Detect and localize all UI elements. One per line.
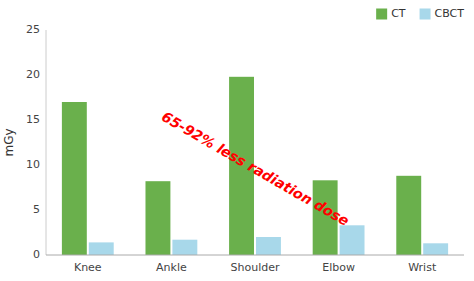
- legend-label: CT: [391, 7, 406, 20]
- y-tick-label: 25: [26, 23, 40, 36]
- y-tick-label: 20: [26, 68, 40, 81]
- bar: [62, 102, 87, 255]
- bar: [396, 176, 421, 255]
- x-tick-label: Knee: [74, 261, 102, 274]
- x-tick-label: Wrist: [408, 261, 437, 274]
- bar: [89, 242, 114, 255]
- bar: [172, 240, 197, 255]
- annotation: 65-92% less radiation dose: [159, 108, 352, 229]
- y-axis-label: mGy: [2, 128, 16, 156]
- legend-label: CBCT: [435, 7, 465, 20]
- x-tick-label: Ankle: [156, 261, 187, 274]
- bar: [340, 225, 365, 255]
- x-tick-label: Elbow: [322, 261, 355, 274]
- y-tick-label: 10: [26, 158, 40, 171]
- legend: CT CBCT: [376, 7, 464, 20]
- legend-swatch: [420, 9, 431, 20]
- bar: [145, 181, 170, 255]
- y-axis-line: [46, 30, 47, 255]
- bar: [423, 243, 448, 255]
- chart: 0 5 10 15 20 25 mGy Knee Ankle Shoulder Elbow Wrist…: [0, 0, 474, 281]
- legend-swatch: [376, 9, 387, 20]
- y-tick-label: 0: [33, 248, 40, 261]
- x-axis-line: [46, 255, 464, 256]
- y-tick-label: 5: [33, 203, 40, 216]
- y-tick-label: 15: [26, 113, 40, 126]
- x-tick-label: Shoulder: [231, 261, 280, 274]
- bar: [256, 237, 281, 255]
